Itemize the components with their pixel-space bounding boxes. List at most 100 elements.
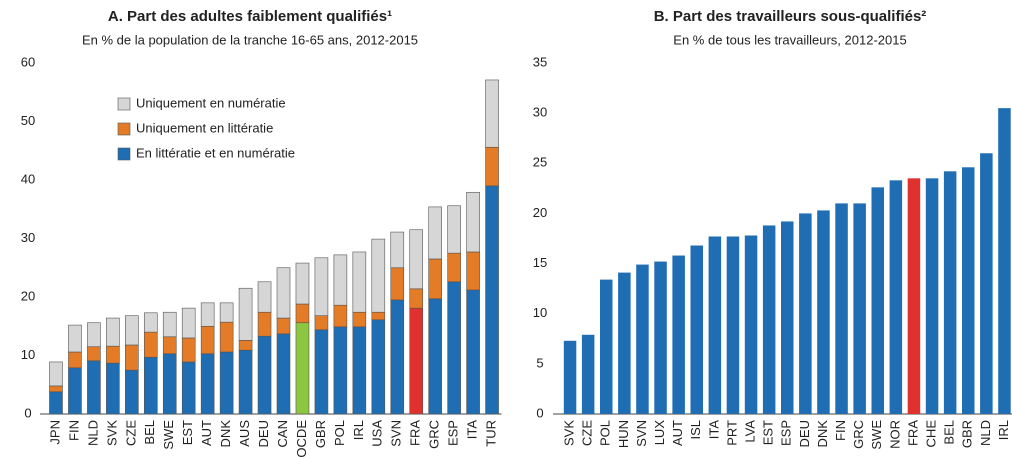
y-tick-label: 50 xyxy=(21,113,35,128)
bar-segment xyxy=(352,311,367,328)
x-tick-label: GBR xyxy=(960,420,975,448)
bar-segment xyxy=(447,252,461,283)
bar-segment xyxy=(87,360,101,415)
bar xyxy=(672,255,685,414)
bar-segment xyxy=(125,369,139,415)
x-tick-label: IRL xyxy=(996,420,1011,440)
bar-segment xyxy=(485,146,499,187)
y-tick-label: 25 xyxy=(533,155,547,170)
bar-segment xyxy=(125,344,139,371)
bar-segment xyxy=(466,251,480,291)
bar xyxy=(925,178,939,414)
bar-segment xyxy=(238,287,253,341)
bar xyxy=(708,236,722,414)
x-tick-label: SVN xyxy=(389,420,404,447)
x-tick-label: POL xyxy=(332,420,347,446)
x-tick-label: GRC xyxy=(851,420,866,449)
x-tick-label: FIN xyxy=(833,420,848,441)
bar xyxy=(998,108,1011,414)
bar-segment xyxy=(371,311,386,321)
y-tick-label: 60 xyxy=(21,54,35,69)
bar-segment xyxy=(390,299,405,415)
x-tick-label: DNK xyxy=(218,420,233,448)
bar-segment xyxy=(181,307,196,339)
bar-segment xyxy=(257,311,272,337)
x-tick-label: NOR xyxy=(887,420,902,449)
bar-segment xyxy=(428,298,442,415)
bar-segment xyxy=(276,333,291,415)
bar-segment xyxy=(68,351,82,369)
bar-segment xyxy=(125,315,139,346)
x-tick-label: JPN xyxy=(47,420,62,445)
y-tick-label: 40 xyxy=(21,171,35,186)
bar-segment xyxy=(333,254,348,306)
x-tick-label: CAN xyxy=(275,420,290,447)
legend-swatch xyxy=(117,147,131,161)
x-tick-label: DEU xyxy=(256,420,271,447)
bar-segment xyxy=(390,267,405,301)
bar-segment xyxy=(314,329,329,415)
bar xyxy=(907,178,921,414)
bar xyxy=(563,340,577,414)
chart-title: B. Part des travailleurs sous-qualifiés² xyxy=(654,8,927,25)
bar-segment xyxy=(219,351,234,415)
bar xyxy=(690,245,703,414)
x-tick-label: BEL xyxy=(942,420,957,445)
bar-segment xyxy=(238,339,253,351)
bar-segment xyxy=(162,336,177,355)
bar xyxy=(726,236,740,414)
y-tick-label: 35 xyxy=(533,54,547,69)
x-tick-label: TUR xyxy=(483,420,498,447)
bar xyxy=(799,213,812,414)
bar-segment xyxy=(466,289,480,415)
chart-title: A. Part des adultes faiblement qualifiés… xyxy=(108,8,392,25)
x-tick-label: SWE xyxy=(161,420,176,450)
x-tick-label: HUN xyxy=(616,420,631,448)
bar-segment xyxy=(485,79,499,148)
y-tick-label: 30 xyxy=(21,230,35,245)
bar-segment xyxy=(447,205,461,254)
x-tick-label: ITA xyxy=(706,420,721,440)
x-tick-label: NLD xyxy=(978,420,993,446)
bar xyxy=(889,180,903,414)
legend-swatch xyxy=(117,122,131,136)
bar-segment xyxy=(295,303,310,324)
x-tick-label: SVN xyxy=(634,420,649,447)
bar xyxy=(853,203,866,414)
x-tick-label: AUT xyxy=(670,420,685,446)
x-tick-label: FRA xyxy=(408,420,423,446)
bar-segment xyxy=(49,391,63,415)
x-tick-label: ITA xyxy=(465,420,480,440)
bar xyxy=(636,264,649,414)
bar-segment xyxy=(276,317,291,335)
bar-segment xyxy=(333,304,348,328)
y-tick-label: 20 xyxy=(21,288,35,303)
bar-segment xyxy=(106,345,120,364)
legend-label: Uniquement en numératie xyxy=(136,95,286,110)
y-tick-label: 10 xyxy=(533,305,547,320)
legend-label: Uniquement en littératie xyxy=(136,120,273,135)
x-tick-label: PRT xyxy=(724,420,739,446)
x-tick-label: BEL xyxy=(142,420,157,445)
bar xyxy=(943,171,957,414)
x-tick-label: CZE xyxy=(123,420,138,446)
legend-label: En littératie et en numératie xyxy=(136,145,295,160)
bar xyxy=(744,235,758,414)
bar-segment xyxy=(257,281,272,313)
x-tick-label: FIN xyxy=(66,420,81,441)
x-tick-label: OCDE xyxy=(294,420,309,458)
bar-segment xyxy=(371,238,386,313)
chart-subtitle: En % de la population de la tranche 16-6… xyxy=(82,32,418,47)
bar-segment xyxy=(181,337,196,363)
x-tick-label: IRL xyxy=(351,420,366,440)
bar-segment xyxy=(219,321,234,353)
bar xyxy=(835,203,848,414)
x-tick-label: GRC xyxy=(427,420,442,449)
y-tick-label: 0 xyxy=(24,405,31,420)
x-tick-label: GBR xyxy=(313,420,328,448)
bar-segment xyxy=(49,385,63,393)
bar-segment xyxy=(333,326,348,415)
bar-segment xyxy=(485,185,499,415)
